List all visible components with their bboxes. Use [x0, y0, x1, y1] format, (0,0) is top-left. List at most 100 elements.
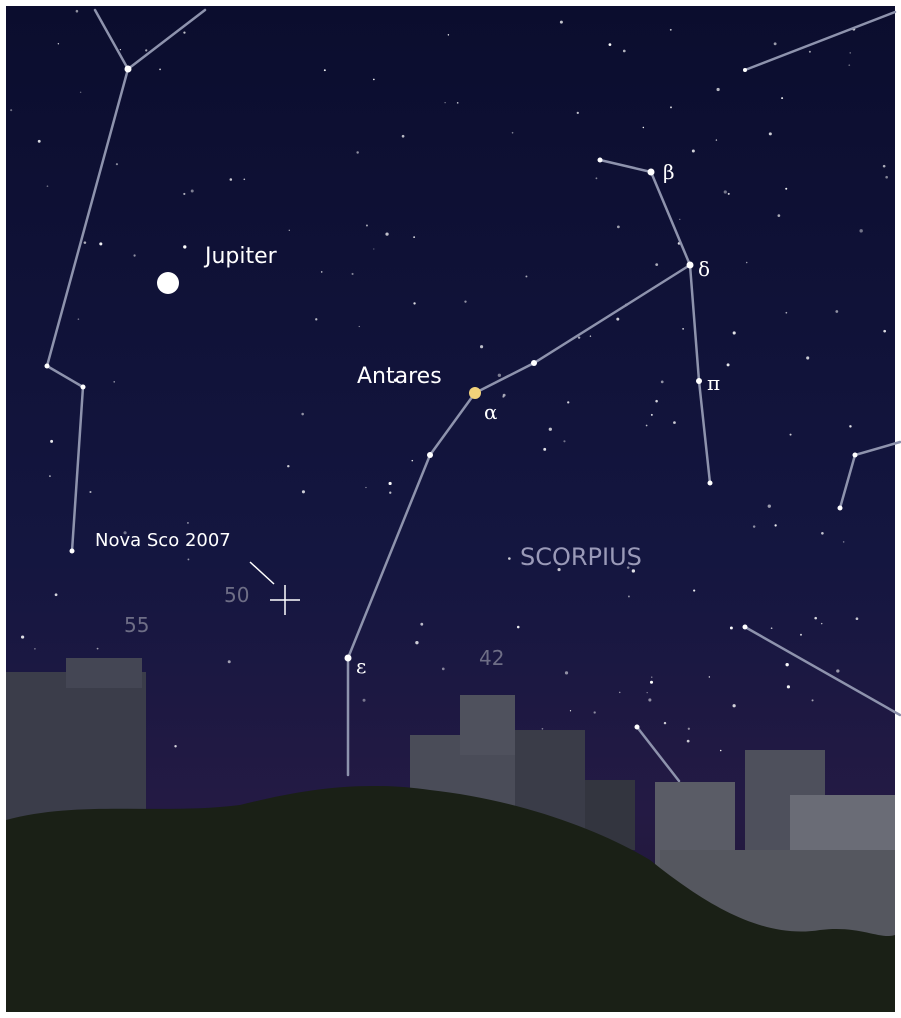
star [787, 685, 790, 688]
star [778, 214, 781, 217]
star [733, 331, 736, 334]
star [420, 623, 423, 626]
star [655, 263, 658, 266]
star [709, 676, 710, 677]
star [80, 92, 81, 93]
star [849, 425, 851, 427]
star [730, 627, 733, 630]
star [883, 165, 886, 168]
star [508, 557, 511, 560]
star [596, 177, 598, 179]
star [781, 97, 783, 99]
planet-label: Jupiter [203, 244, 278, 269]
star [885, 176, 888, 179]
star [720, 750, 722, 752]
star [821, 532, 824, 535]
magnitude-label: 55 [124, 613, 149, 637]
star [228, 660, 231, 663]
star [543, 448, 546, 451]
star [159, 68, 161, 70]
star [774, 524, 776, 526]
star [464, 301, 466, 303]
star [594, 711, 596, 713]
star [99, 242, 102, 245]
star [650, 681, 653, 684]
star [321, 271, 323, 273]
star [856, 617, 859, 620]
star [402, 135, 405, 138]
star [413, 236, 415, 238]
star [785, 312, 787, 314]
star [687, 740, 690, 743]
star [651, 677, 652, 678]
star [716, 88, 719, 91]
star [716, 139, 717, 140]
star [670, 106, 672, 108]
star [114, 381, 115, 382]
star [503, 394, 506, 397]
star [850, 52, 851, 53]
star [133, 254, 135, 256]
star [774, 42, 777, 45]
star [563, 440, 565, 442]
star [385, 232, 388, 235]
star [55, 593, 58, 596]
star [670, 29, 672, 31]
star [664, 722, 666, 724]
star [448, 34, 449, 35]
star [785, 188, 787, 190]
jupiter-disc [157, 272, 179, 294]
star [49, 475, 51, 477]
star [230, 178, 233, 181]
star [843, 541, 845, 543]
greek-letter: δ [698, 257, 710, 281]
star [480, 345, 483, 348]
star [10, 109, 12, 111]
star [590, 335, 591, 336]
star [806, 356, 809, 359]
star [673, 421, 676, 424]
star [191, 190, 194, 193]
star [542, 728, 544, 730]
star [442, 668, 445, 671]
star [809, 51, 811, 53]
star [836, 669, 839, 672]
star [517, 626, 520, 629]
star [356, 151, 358, 153]
star [389, 482, 392, 485]
star [724, 190, 727, 193]
star [565, 671, 568, 674]
star [692, 149, 695, 152]
star [821, 623, 822, 624]
star [352, 273, 354, 275]
star [183, 32, 185, 34]
star [84, 241, 87, 244]
star [38, 140, 41, 143]
star [661, 381, 664, 384]
star [97, 648, 99, 650]
star [746, 262, 748, 264]
star [728, 193, 730, 195]
star [58, 43, 59, 44]
star [859, 229, 862, 232]
star [373, 79, 375, 81]
star [174, 745, 176, 747]
star [646, 425, 648, 427]
star [643, 127, 644, 128]
star [609, 43, 612, 46]
star [623, 50, 626, 53]
star [243, 178, 245, 180]
star [315, 318, 317, 320]
star [21, 635, 24, 638]
star [389, 492, 391, 494]
star [413, 302, 415, 304]
star [682, 328, 684, 330]
star [733, 704, 736, 707]
greek-letter: β [663, 160, 675, 184]
star [187, 522, 189, 524]
star [570, 710, 571, 711]
star-label: Antares [357, 364, 442, 389]
star [790, 434, 792, 436]
star [628, 596, 630, 598]
greek-letter: ε [356, 654, 366, 678]
